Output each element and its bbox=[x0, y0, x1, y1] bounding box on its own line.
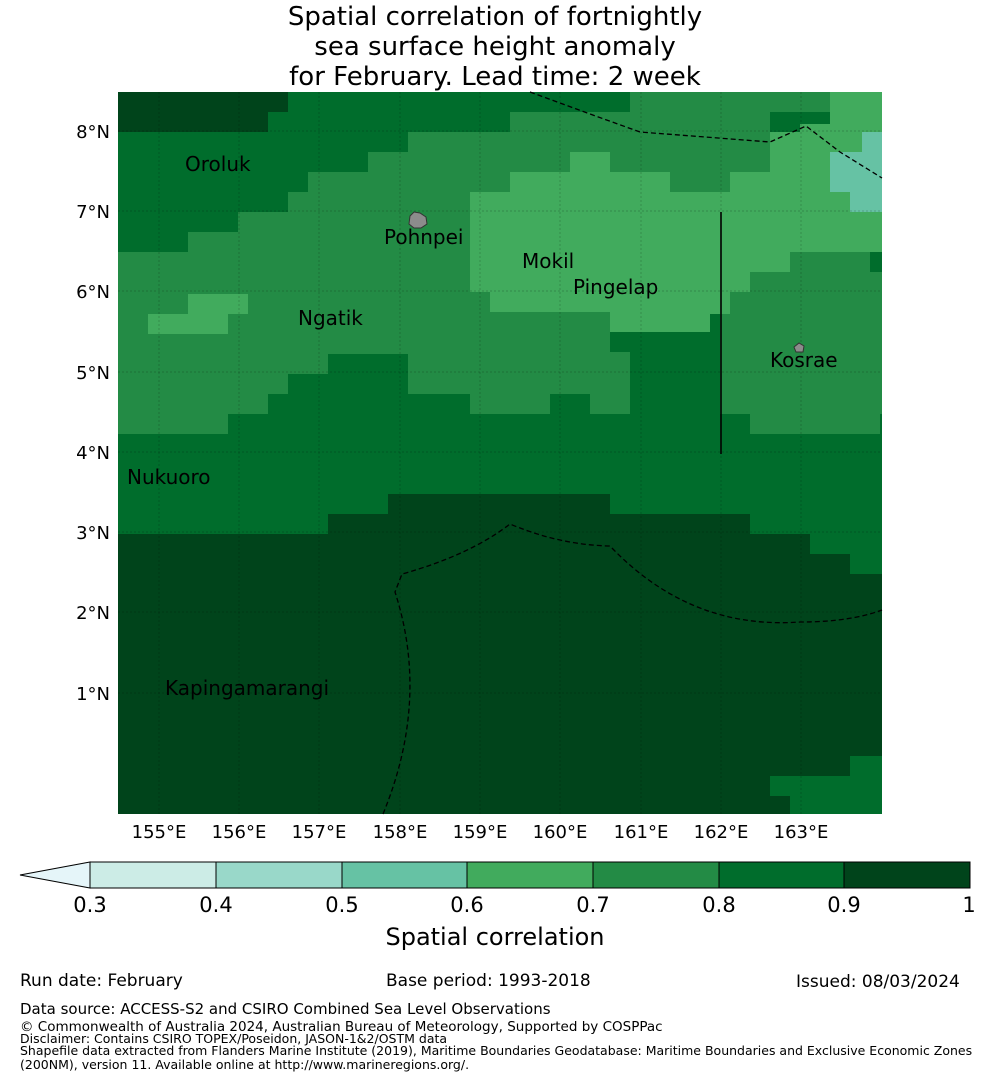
colorbar: 0.3 0.4 0.5 0.6 0.7 0.8 0.9 1 Spatial co… bbox=[19, 861, 976, 951]
chart-title: Spatial correlation of fortnightly sea s… bbox=[0, 2, 990, 92]
colorbar-bin bbox=[89, 861, 217, 889]
colorbar-bin bbox=[215, 861, 343, 889]
lat-tick-label: 1°N bbox=[76, 684, 110, 705]
longitude-axis: 155°E 156°E 157°E 158°E 159°E 160°E 161°… bbox=[132, 822, 829, 843]
zone-0.6-west bbox=[148, 294, 248, 334]
colorbar-label: Spatial correlation bbox=[385, 923, 604, 951]
lon-tick-label: 155°E bbox=[132, 822, 187, 843]
kosrae-island-shape bbox=[793, 342, 805, 353]
zone-0.8-east bbox=[810, 534, 882, 574]
colorbar-tick-label: 0.9 bbox=[827, 893, 860, 917]
colorbar-bin bbox=[466, 861, 594, 889]
lon-tick-label: 163°E bbox=[774, 822, 829, 843]
colorbar-tick-label: 0.7 bbox=[576, 893, 609, 917]
colorbar-bin bbox=[592, 861, 720, 889]
lon-tick-label: 157°E bbox=[292, 822, 347, 843]
place-label-oroluk: Oroluk bbox=[185, 152, 251, 176]
colorbar-tick-label: 0.8 bbox=[702, 893, 735, 917]
colorbar-tick-label: 1 bbox=[962, 893, 975, 917]
colorbar-tick-label: 0.4 bbox=[199, 893, 232, 917]
lon-tick-label: 158°E bbox=[373, 822, 428, 843]
colorbar-tick-label: 0.3 bbox=[73, 893, 106, 917]
place-label-pohnpei: Pohnpei bbox=[384, 225, 464, 249]
title-line-3: for February. Lead time: 2 week bbox=[289, 62, 701, 92]
latitude-axis: 8°N 7°N 6°N 5°N 4°N 3°N 2°N 1°N bbox=[76, 122, 110, 705]
zone-0.6 bbox=[470, 92, 882, 332]
colorbar-ticks: 0.3 0.4 0.5 0.6 0.7 0.8 0.9 1 bbox=[73, 893, 975, 917]
lon-tick-label: 159°E bbox=[453, 822, 508, 843]
zone-0.9-south bbox=[118, 494, 882, 814]
colorbar-bin bbox=[341, 861, 468, 889]
zone-0.5 bbox=[830, 132, 882, 212]
colorbar-extend-arrow bbox=[19, 861, 91, 889]
lat-tick-label: 4°N bbox=[76, 443, 110, 464]
disclaimer: Disclaimer: Contains CSIRO TOPEX/Poseido… bbox=[20, 1031, 448, 1046]
place-label-ngatik: Ngatik bbox=[298, 306, 363, 330]
lat-tick-label: 3°N bbox=[76, 523, 110, 544]
lat-tick-label: 8°N bbox=[76, 122, 110, 143]
gridlines bbox=[118, 92, 882, 814]
zone-0.8-southeast bbox=[770, 756, 882, 814]
place-label-mokil: Mokil bbox=[522, 249, 574, 273]
eez-boundary-south bbox=[382, 523, 883, 815]
lon-tick-label: 156°E bbox=[212, 822, 267, 843]
zone-0.9-north bbox=[118, 92, 288, 132]
eez-boundaries bbox=[382, 91, 883, 815]
place-label-kosrae: Kosrae bbox=[770, 348, 838, 372]
lat-tick-label: 7°N bbox=[76, 202, 110, 223]
issued-date: Issued: 08/03/2024 bbox=[796, 972, 960, 992]
shapefile-credit-1: Shapefile data extracted from Flanders M… bbox=[20, 1043, 973, 1058]
place-label-nukuoro: Nukuoro bbox=[127, 465, 211, 489]
data-source: Data source: ACCESS-S2 and CSIRO Combine… bbox=[20, 1000, 551, 1018]
lon-tick-label: 160°E bbox=[533, 822, 588, 843]
colorbar-bin bbox=[843, 861, 971, 889]
correlation-map: Oroluk Pohnpei Mokil Pingelap Ngatik Kos… bbox=[19, 91, 976, 951]
colorbar-tick-label: 0.5 bbox=[325, 893, 358, 917]
place-label-kapingamarangi: Kapingamarangi bbox=[165, 676, 329, 700]
title-line-1: Spatial correlation of fortnightly bbox=[287, 2, 703, 32]
colorbar-bin bbox=[718, 861, 845, 889]
correlation-zones bbox=[118, 92, 882, 814]
lat-tick-label: 6°N bbox=[76, 282, 110, 303]
shapefile-credit-2: (200NM), version 11. Available online at… bbox=[20, 1057, 470, 1072]
run-date: Run date: February bbox=[20, 971, 183, 991]
title-line-2: sea surface height anomaly bbox=[314, 32, 676, 62]
lat-tick-label: 5°N bbox=[76, 363, 110, 384]
lon-tick-label: 161°E bbox=[614, 822, 669, 843]
place-label-pingelap: Pingelap bbox=[573, 275, 658, 299]
lat-tick-label: 2°N bbox=[76, 603, 110, 624]
eez-boundary-north bbox=[529, 91, 883, 179]
pohnpei-island-shape bbox=[408, 211, 428, 229]
base-period: Base period: 1993-2018 bbox=[386, 971, 591, 991]
colorbar-tick-label: 0.6 bbox=[450, 893, 483, 917]
copyright: © Commonwealth of Australia 2024, Austra… bbox=[20, 1019, 663, 1035]
lon-tick-label: 162°E bbox=[694, 822, 749, 843]
zone-0.7-east bbox=[720, 252, 882, 434]
